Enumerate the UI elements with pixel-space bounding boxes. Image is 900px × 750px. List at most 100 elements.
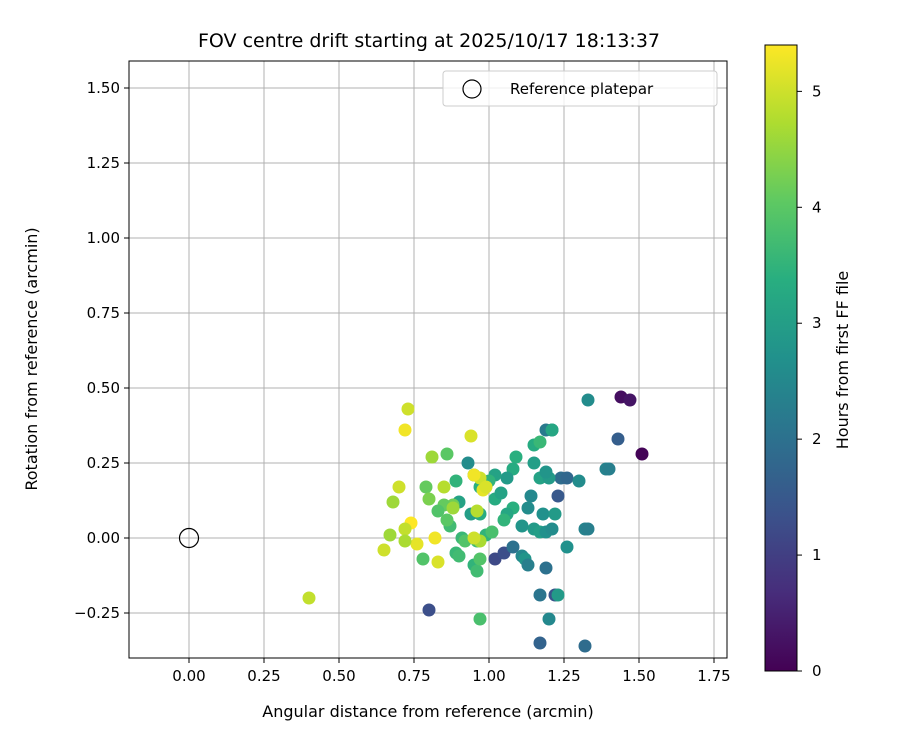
data-point <box>431 504 445 518</box>
data-point <box>551 588 565 602</box>
data-point <box>521 558 535 572</box>
data-point <box>578 639 592 653</box>
data-point <box>551 489 565 503</box>
data-point <box>500 471 514 485</box>
x-tick-label: 1.50 <box>622 667 655 685</box>
data-point <box>533 435 547 449</box>
data-point <box>521 501 535 515</box>
data-point <box>467 531 481 545</box>
x-tick-label: 0.50 <box>322 667 355 685</box>
y-axis-ticks: −0.25 0.00 0.25 0.50 0.75 1.00 1.25 1.50 <box>74 79 129 622</box>
data-point <box>449 474 463 488</box>
data-point <box>533 636 547 650</box>
plot-frame <box>128 60 728 659</box>
colorbar-tick-label: 2 <box>812 430 822 448</box>
grid <box>129 61 727 658</box>
data-point <box>398 522 412 536</box>
y-tick-label: 1.50 <box>87 79 120 97</box>
data-point <box>398 423 412 437</box>
colorbar-gradient <box>764 44 798 672</box>
data-point <box>581 522 595 536</box>
legend-marker-reference <box>462 79 482 99</box>
data-point <box>422 492 436 506</box>
x-tick-label: 0.00 <box>172 667 205 685</box>
data-point <box>473 612 487 626</box>
data-point <box>545 522 559 536</box>
legend-label-reference: Reference platepar <box>510 80 654 98</box>
reference-platepar-marker <box>178 527 200 549</box>
data-point <box>461 456 475 470</box>
data-point <box>524 489 538 503</box>
x-tick-label: 1.25 <box>547 667 580 685</box>
data-point <box>560 471 574 485</box>
legend-box <box>442 70 718 107</box>
data-point <box>515 519 529 533</box>
data-point <box>392 480 406 494</box>
data-point <box>377 543 391 557</box>
data-point <box>401 402 415 416</box>
colorbar-tick-label: 3 <box>812 314 822 332</box>
data-point <box>398 534 412 548</box>
data-point <box>437 480 451 494</box>
data-point <box>542 612 556 626</box>
colorbar-tick-label: 5 <box>812 82 822 100</box>
data-point <box>485 525 499 539</box>
data-point <box>386 495 400 509</box>
data-point <box>431 555 445 569</box>
y-axis-label: Rotation from reference (arcmin) <box>22 227 41 490</box>
data-point <box>467 468 481 482</box>
colorbar-tick-label: 1 <box>812 546 822 564</box>
data-point <box>428 531 442 545</box>
y-tick-label: −0.25 <box>74 604 120 622</box>
data-point <box>446 501 460 515</box>
y-tick-label: 0.50 <box>87 379 120 397</box>
legend: Reference platepar <box>442 70 718 107</box>
data-point <box>539 561 553 575</box>
data-point <box>581 393 595 407</box>
data-point <box>473 552 487 566</box>
x-tick-label: 1.75 <box>697 667 730 685</box>
data-point <box>464 429 478 443</box>
data-point <box>536 507 550 521</box>
colorbar: 0 1 2 3 4 5 Hours from first FF file <box>764 44 852 680</box>
data-point <box>509 450 523 464</box>
data-point <box>302 591 316 605</box>
data-points <box>178 390 649 653</box>
data-point <box>383 528 397 542</box>
data-point <box>635 447 649 461</box>
y-tick-label: 1.00 <box>87 229 120 247</box>
data-point <box>425 450 439 464</box>
x-axis-label: Angular distance from reference (arcmin) <box>262 702 593 721</box>
data-point <box>533 588 547 602</box>
data-point <box>611 432 625 446</box>
colorbar-tick-label: 0 <box>812 662 822 680</box>
data-point <box>572 474 586 488</box>
data-point <box>560 540 574 554</box>
data-point <box>479 480 493 494</box>
colorbar-label: Hours from first FF file <box>833 271 852 450</box>
data-point <box>470 504 484 518</box>
data-point <box>506 540 520 554</box>
data-point <box>410 537 424 551</box>
colorbar-ticks: 0 1 2 3 4 5 <box>797 82 822 680</box>
data-point <box>470 564 484 578</box>
data-point <box>422 603 436 617</box>
data-point <box>545 423 559 437</box>
x-tick-label: 0.75 <box>397 667 430 685</box>
data-point <box>440 447 454 461</box>
data-point <box>527 456 541 470</box>
y-tick-label: 1.25 <box>87 154 120 172</box>
data-point <box>494 486 508 500</box>
y-tick-label: 0.75 <box>87 304 120 322</box>
data-point <box>602 462 616 476</box>
data-point <box>419 480 433 494</box>
y-tick-label: 0.00 <box>87 529 120 547</box>
colorbar-tick-label: 4 <box>812 198 822 216</box>
data-point <box>416 552 430 566</box>
chart-title: FOV centre drift starting at 2025/10/17 … <box>198 30 660 52</box>
data-point <box>497 513 511 527</box>
data-point <box>548 507 562 521</box>
x-axis-ticks: 0.00 0.25 0.50 0.75 1.00 1.25 1.50 1.75 <box>172 658 731 685</box>
x-tick-label: 0.25 <box>247 667 280 685</box>
